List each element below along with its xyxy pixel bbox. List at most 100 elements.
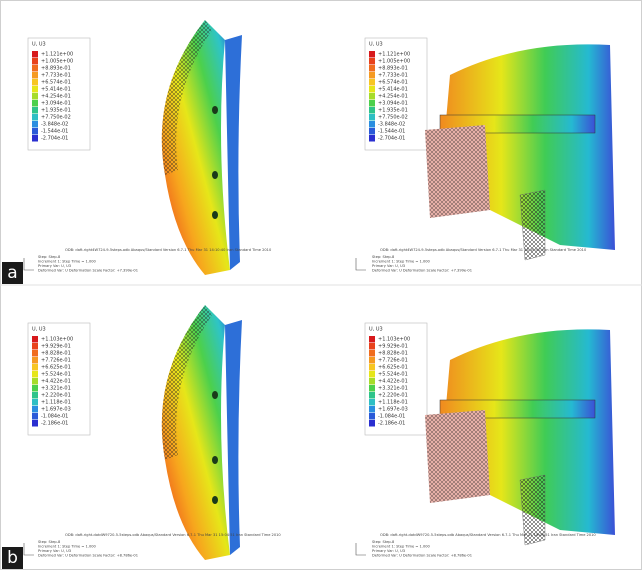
- legend-value: +5.524e-01: [41, 372, 71, 378]
- legend-swatch: [369, 121, 375, 128]
- legend-title: U, U3: [369, 42, 383, 48]
- legend-swatch: [369, 406, 375, 413]
- legend-swatch: [369, 357, 375, 364]
- legend-value: +5.524e-01: [378, 372, 408, 378]
- legend-swatch: [32, 413, 38, 420]
- model-mesh-lines: [425, 410, 490, 503]
- legend-swatch: [369, 364, 375, 371]
- legend-swatch: [369, 51, 375, 58]
- legend-swatch: [32, 86, 38, 93]
- legend-value: +1.118e-01: [41, 400, 71, 406]
- legend-value: +1.697e-03: [41, 407, 71, 413]
- legend-value: +8.828e-01: [378, 351, 408, 357]
- legend-swatch: [32, 406, 38, 413]
- legend-swatch: [32, 420, 38, 427]
- legend-swatch: [369, 399, 375, 406]
- legend-value: +1.697e-03: [378, 407, 408, 413]
- legend-swatch: [32, 343, 38, 350]
- legend-swatch: [32, 65, 38, 72]
- legend-swatch: [369, 79, 375, 86]
- legend-title: U, U3: [32, 327, 46, 333]
- legend-value: -2.186e-01: [41, 421, 68, 427]
- legend-value: +1.118e-01: [378, 400, 408, 406]
- step-info: Primary Var: U, U3: [38, 264, 71, 268]
- step-info: Increment 1: Step Time = 1.000: [38, 545, 97, 549]
- step-info: Deformed Var: U Deformation Scale Factor…: [38, 554, 138, 558]
- legend-swatch: [32, 51, 38, 58]
- panel-label: a: [7, 263, 17, 283]
- legend-value: -1.544e-01: [41, 129, 68, 135]
- legend-value: +9.929e-01: [41, 344, 71, 350]
- legend-value: +3.321e-01: [41, 386, 71, 392]
- model-hole: [212, 391, 218, 399]
- figure: U, U3+1.121e+00+1.005e+00+8.893e-01+7.73…: [0, 0, 642, 570]
- legend-title: U, U3: [32, 42, 46, 48]
- legend-value: +1.935e-01: [41, 108, 71, 114]
- legend-value: +8.828e-01: [41, 351, 71, 357]
- legend-value: -1.084e-01: [378, 414, 405, 420]
- legend-swatch: [32, 135, 38, 142]
- legend-value: +1.005e+00: [41, 59, 73, 65]
- legend-swatch: [32, 336, 38, 343]
- legend-value: +5.414e-01: [378, 87, 408, 93]
- legend-swatch: [32, 350, 38, 357]
- legend-swatch: [32, 121, 38, 128]
- legend-swatch: [369, 86, 375, 93]
- legend-value: +7.733e-01: [378, 73, 408, 79]
- legend-value: +1.103e+00: [41, 337, 73, 343]
- legend-value: +8.893e-01: [41, 66, 71, 72]
- legend-value: -1.084e-01: [41, 414, 68, 420]
- legend-value: -2.186e-01: [378, 421, 405, 427]
- legend-swatch: [369, 336, 375, 343]
- legend-swatch: [32, 72, 38, 79]
- legend-swatch: [32, 107, 38, 114]
- legend-swatch: [32, 371, 38, 378]
- legend-value: +6.574e-01: [378, 80, 408, 86]
- legend-value: +6.625e-01: [41, 365, 71, 371]
- legend-swatch: [32, 79, 38, 86]
- legend-value: +3.321e-01: [378, 386, 408, 392]
- legend-value: +9.929e-01: [378, 344, 408, 350]
- legend-swatch: [369, 72, 375, 79]
- step-info: Increment 1: Step Time = 1.000: [372, 260, 431, 264]
- step-info: Primary Var: U, U3: [38, 549, 71, 553]
- step-info: Increment 1: Step Time = 1.000: [38, 260, 97, 264]
- legend-swatch: [369, 385, 375, 392]
- legend-swatch: [369, 114, 375, 121]
- legend-value: +3.094e-01: [378, 101, 408, 107]
- odb-info: ODB: daft-right4W724-9-5steps.odb Abaqus…: [380, 248, 587, 252]
- legend-value: -1.544e-01: [378, 129, 405, 135]
- legend-value: -3.848e-02: [378, 122, 405, 128]
- model-hole: [212, 106, 218, 114]
- legend-swatch: [32, 93, 38, 100]
- step-info: Step: Step-8: [38, 540, 61, 544]
- legend-swatch: [32, 114, 38, 121]
- step-info: Step: Step-8: [372, 255, 395, 259]
- legend-swatch: [369, 343, 375, 350]
- legend-value: +2.220e-01: [378, 393, 408, 399]
- legend-value: +7.726e-01: [378, 358, 408, 364]
- step-info: Step: Step-8: [372, 540, 395, 544]
- legend-value: +1.121e+00: [378, 52, 410, 58]
- figure-canvas: U, U3+1.121e+00+1.005e+00+8.893e-01+7.73…: [0, 0, 642, 570]
- legend-swatch: [32, 58, 38, 65]
- panel-label: b: [7, 548, 18, 568]
- legend-value: +4.422e-01: [41, 379, 71, 385]
- legend-swatch: [369, 420, 375, 427]
- legend-value: +7.750e-02: [41, 115, 71, 121]
- legend-swatch: [32, 100, 38, 107]
- step-info: Step: Step-8: [38, 255, 61, 259]
- legend-value: +1.005e+00: [378, 59, 410, 65]
- legend-value: +8.893e-01: [378, 66, 408, 72]
- legend-swatch: [32, 357, 38, 364]
- legend-swatch: [369, 413, 375, 420]
- legend-value: +1.121e+00: [41, 52, 73, 58]
- model-hole: [212, 496, 218, 504]
- legend-value: +6.574e-01: [41, 80, 71, 86]
- legend-value: +1.935e-01: [378, 108, 408, 114]
- legend-value: +4.422e-01: [378, 379, 408, 385]
- step-info: Deformed Var: U Deformation Scale Factor…: [38, 269, 138, 273]
- step-info: Primary Var: U, U3: [372, 549, 405, 553]
- legend-swatch: [32, 385, 38, 392]
- odb-info: ODB: daft-right-dotdW9720-5-5steps.odb A…: [380, 533, 596, 537]
